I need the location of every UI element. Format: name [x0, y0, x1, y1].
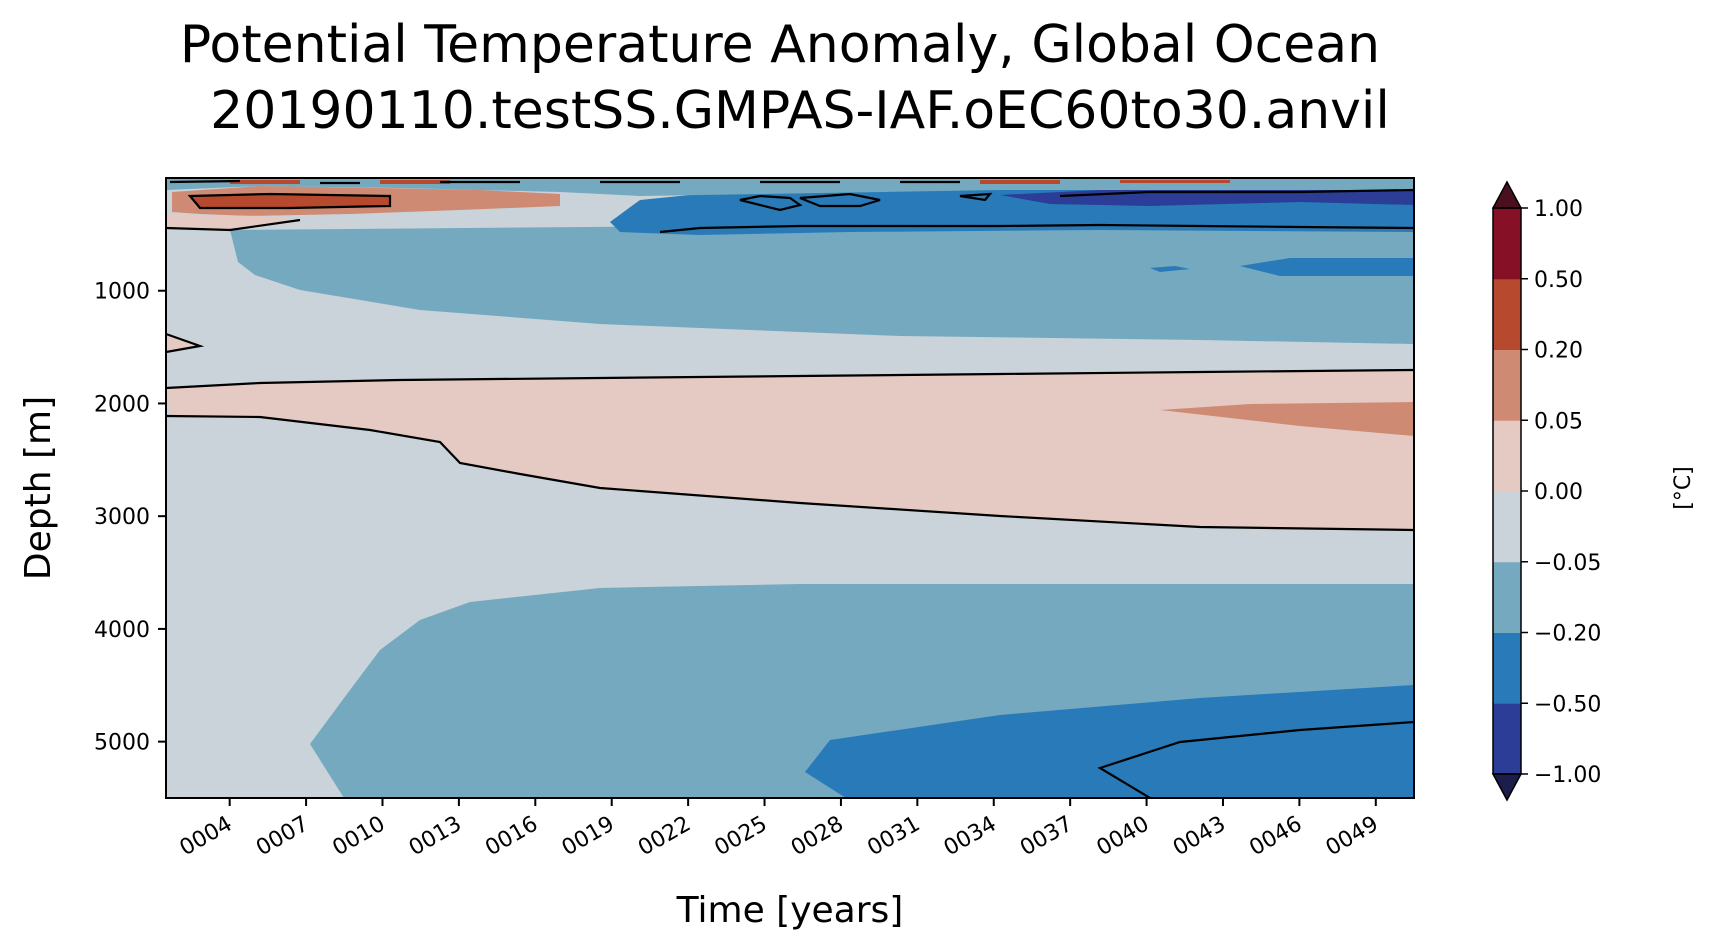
x-tick-label: 0034 — [940, 812, 1001, 862]
contour-line-surface-d — [959, 188, 1414, 202]
colorbar-tick-label: 0.05 — [1534, 409, 1583, 434]
colorbar-tick-label: −0.50 — [1534, 692, 1601, 717]
y-axis-label: Depth [m] — [18, 396, 59, 580]
contour-line-upper — [659, 223, 1414, 234]
contour-band-mid-warmer — [1160, 402, 1414, 436]
colorbar-segment — [1493, 703, 1521, 775]
contour-band-mid-warm — [166, 370, 1414, 530]
x-tick-label: 0019 — [558, 812, 619, 862]
colorbar-tick-label: −0.20 — [1534, 622, 1601, 647]
contour-band-strong-cool-speck — [1150, 266, 1190, 272]
x-tick-label: 0046 — [1245, 812, 1306, 862]
x-tick-label: 0040 — [1093, 812, 1154, 862]
x-tick-label: 0013 — [405, 812, 466, 862]
x-tick-label: 0007 — [252, 812, 313, 862]
x-tick-label: 0016 — [481, 812, 542, 862]
colorbar-segment — [1493, 491, 1521, 563]
contour-line-surface-c — [739, 192, 881, 212]
chart-title: Potential Temperature Anomaly, Global Oc… — [180, 15, 1380, 75]
colorbar-segment — [1493, 278, 1521, 350]
contour-band-upper-cool — [230, 220, 1414, 344]
x-tick-label: 0025 — [711, 812, 772, 862]
contour-band-strong-cool-patch — [1240, 258, 1414, 276]
y-tick-label: 1000 — [94, 280, 150, 305]
colorbar-tick-label: −0.05 — [1534, 551, 1601, 576]
colorbar-segment — [1493, 208, 1521, 280]
x-tick-label: 0010 — [328, 812, 389, 862]
contour-line-surface-e — [169, 179, 960, 185]
contour-line-mid-top — [166, 368, 1414, 390]
contour-band-deep-strong-cool — [805, 685, 1414, 798]
colorbar-segment — [1493, 420, 1521, 492]
colorbar-under-arrow — [1491, 773, 1523, 802]
contour-line-surface-a — [187, 192, 392, 210]
contour-band-surface-light-warm — [166, 214, 300, 230]
plot-area — [165, 177, 1415, 799]
contour-band-surface-warm-core — [190, 194, 390, 208]
contour-line-edge-wedge — [166, 332, 205, 354]
x-tick-label: 0028 — [787, 812, 848, 862]
x-tick-label: 0037 — [1016, 812, 1077, 862]
contour-lines — [166, 179, 1414, 798]
contour-band-surface-red-specks — [230, 180, 1230, 184]
plot-frame — [165, 177, 1415, 799]
colorbar-segment — [1493, 349, 1521, 421]
y-tick-label: 4000 — [94, 618, 150, 643]
colorbar-tick-label: 0.20 — [1534, 339, 1583, 364]
contour-fill — [166, 178, 1414, 798]
colorbar-segment — [1493, 561, 1521, 633]
colorbar-tick-label: 1.00 — [1534, 197, 1583, 222]
colorbar-tick-label: 0.00 — [1534, 480, 1583, 505]
colorbar-segment — [1493, 632, 1521, 704]
contour-line-mid-bottom — [166, 414, 1414, 532]
colorbar-label: [°C] — [1671, 466, 1696, 510]
y-tick-label: 2000 — [94, 392, 150, 417]
x-tick-label: 0049 — [1322, 812, 1383, 862]
colorbar-tick-label: −1.00 — [1534, 763, 1601, 788]
contour-line-deep — [1097, 720, 1414, 798]
x-tick-label: 0031 — [863, 812, 924, 862]
contour-line-surface-b — [166, 218, 301, 232]
y-tick-label: 5000 — [94, 731, 150, 756]
x-tick-label: 0022 — [634, 812, 695, 862]
colorbar: −1.00 −0.50 −0.20 −0.05 0.00 0.05 0.20 0.50 1.00 — [1491, 180, 1601, 802]
chart-subtitle: 20190110.testSS.GMPAS-IAF.oEC60to30.anvi… — [210, 81, 1390, 141]
x-tick-label: 0043 — [1169, 812, 1230, 862]
y-axis: 1000 2000 3000 4000 5000 — [94, 280, 166, 756]
y-tick-label: 3000 — [94, 505, 150, 530]
x-axis-label: Time [years] — [676, 890, 904, 931]
x-tick-label: 0004 — [176, 812, 237, 862]
colorbar-tick-label: 0.50 — [1534, 268, 1583, 293]
x-axis: 0004 0007 0010 0013 0016 0019 0022 0025 0028 0031… — [176, 798, 1383, 861]
colorbar-over-arrow — [1491, 180, 1523, 209]
